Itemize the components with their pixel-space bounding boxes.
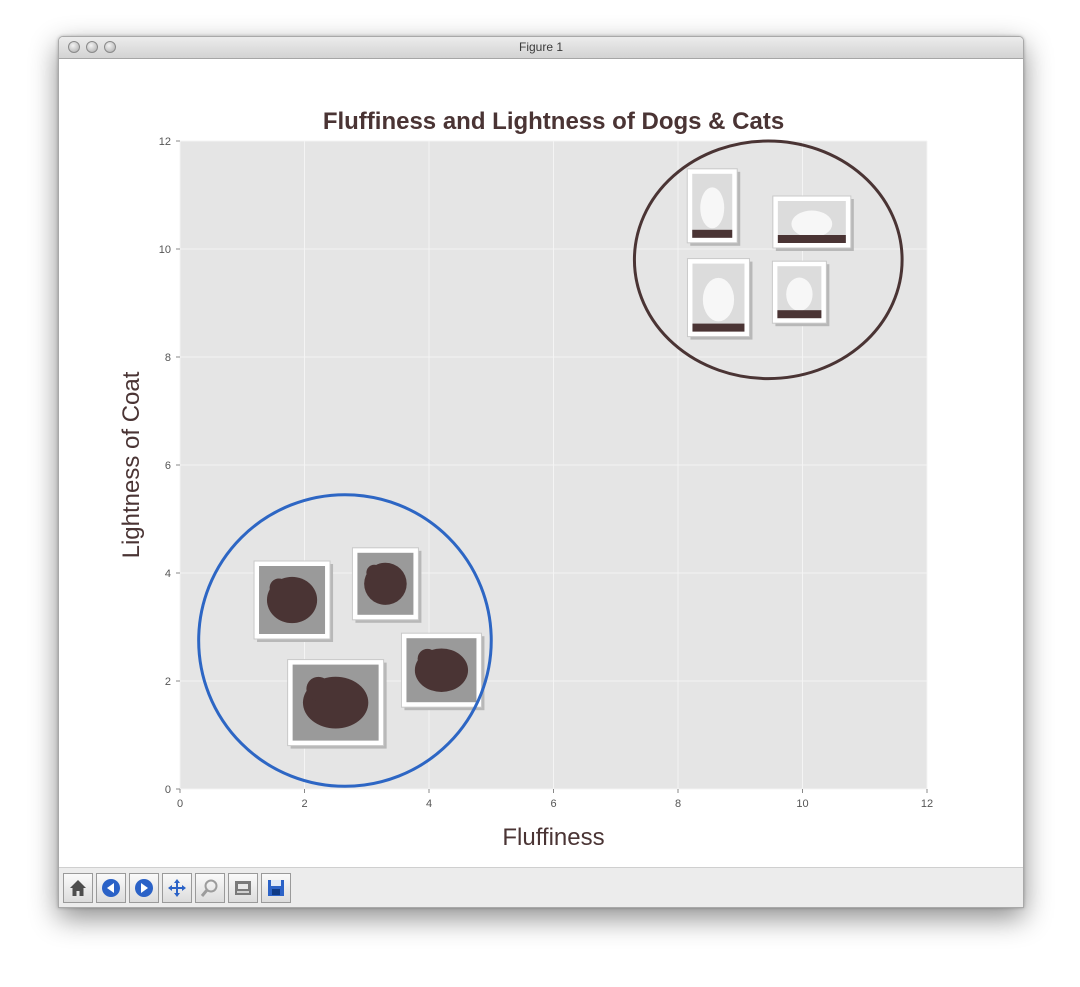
window-title: Figure 1 xyxy=(518,40,564,54)
subplots-button[interactable] xyxy=(228,873,258,903)
zoom-window-button[interactable] xyxy=(104,41,116,53)
x-tick-label: 12 xyxy=(921,798,933,810)
pan-icon xyxy=(168,879,186,897)
pan-button[interactable] xyxy=(162,873,192,903)
back-button[interactable] xyxy=(96,873,126,903)
minimize-window-button[interactable] xyxy=(86,41,98,53)
x-tick-label: 6 xyxy=(550,798,556,810)
subplots-icon xyxy=(235,881,251,895)
dog-photo-marker xyxy=(351,547,422,623)
chart-title: Fluffiness and Lightness of Dogs & Cats xyxy=(323,108,784,135)
x-tick-label: 8 xyxy=(675,798,681,810)
navigation-toolbar xyxy=(59,867,1023,907)
y-tick-label: 8 xyxy=(165,352,171,364)
x-tick-label: 0 xyxy=(177,798,183,810)
x-tick-label: 10 xyxy=(796,798,808,810)
figure-window: Figure 1 0 2 4 6 8 10 12 0 2 4 6 8 10 12 Fluffiness an… xyxy=(58,36,1024,908)
y-axis-label: Lightness of Coat xyxy=(118,371,145,558)
home-icon xyxy=(70,880,86,896)
y-tick-label: 4 xyxy=(165,568,171,580)
zoom-icon xyxy=(200,879,218,897)
dog-photo-marker xyxy=(400,632,485,711)
dog-photo-marker xyxy=(253,560,334,642)
dog-photo-marker xyxy=(287,659,387,749)
cat-photo-marker xyxy=(686,258,753,340)
x-tick-label: 4 xyxy=(426,798,432,810)
y-tick-label: 10 xyxy=(159,244,171,256)
forward-arrow-icon xyxy=(135,879,153,897)
cat-cluster-circle xyxy=(632,139,904,381)
dog-cluster-circle xyxy=(197,493,493,788)
x-axis-label: Fluffiness xyxy=(502,824,604,851)
zoom-button[interactable] xyxy=(195,873,225,903)
save-icon xyxy=(268,880,284,896)
y-tick-label: 6 xyxy=(165,460,171,472)
y-tick-label: 0 xyxy=(165,784,171,796)
y-tick-label: 2 xyxy=(165,676,171,688)
close-window-button[interactable] xyxy=(68,41,80,53)
title-bar[interactable]: Figure 1 xyxy=(59,37,1023,59)
home-button[interactable] xyxy=(63,873,93,903)
save-button[interactable] xyxy=(261,873,291,903)
x-tick-label: 2 xyxy=(301,798,307,810)
back-arrow-icon xyxy=(102,879,120,897)
scatter-chart[interactable]: 0 2 4 6 8 10 12 0 2 4 6 8 10 12 Fluffiness and Lightne… xyxy=(59,59,1023,867)
cat-photo-marker xyxy=(772,195,854,251)
forward-button[interactable] xyxy=(129,873,159,903)
cat-photo-marker xyxy=(686,168,741,246)
y-tick-label: 12 xyxy=(159,136,171,148)
cat-photo-marker xyxy=(771,260,830,327)
figure-canvas[interactable]: 0 2 4 6 8 10 12 0 2 4 6 8 10 12 Fluffiness and Lightne… xyxy=(59,59,1023,867)
